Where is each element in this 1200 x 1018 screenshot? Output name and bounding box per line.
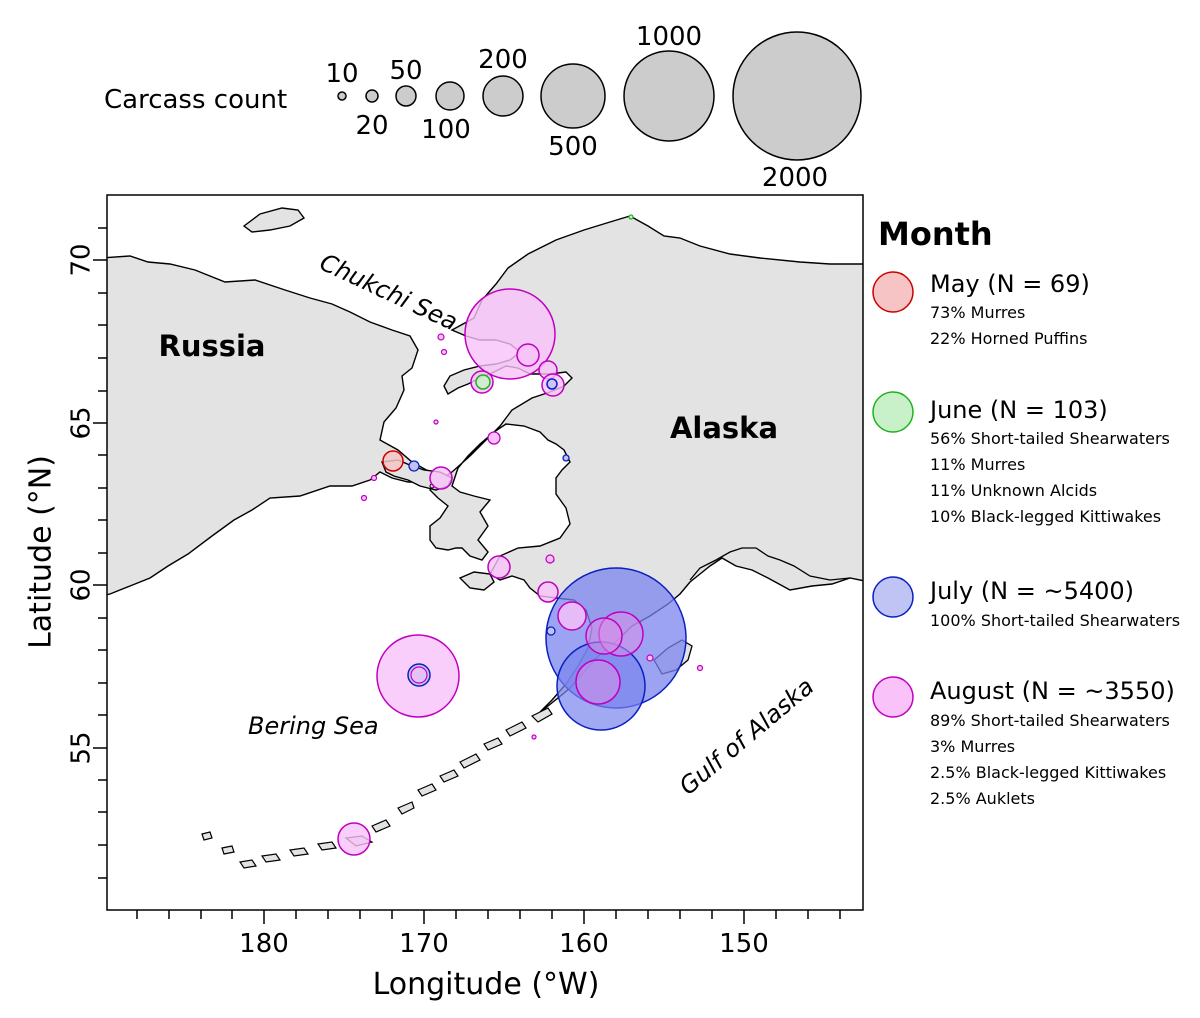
aug-marker [585, 617, 623, 655]
legend-swatch-may [872, 271, 914, 313]
label-gulf-of-alaska: Gulf of Alaska [674, 672, 819, 800]
legend-august-line: 2.5% Auklets [930, 789, 1035, 808]
southcentral-coast [689, 547, 851, 581]
y-tick-70: 70 [67, 243, 97, 276]
aug-marker [370, 474, 378, 482]
june-marker [628, 214, 634, 220]
legend-june-line: 11% Murres [930, 455, 1025, 474]
y-tick-65: 65 [67, 406, 97, 439]
size-label-200: 200 [478, 45, 528, 75]
size-circle-1000 [623, 50, 715, 142]
size-legend-title: Carcass count [104, 85, 287, 115]
legend-august-label: August (N = ~3550) [930, 677, 1175, 705]
aug-marker [433, 419, 439, 425]
legend-swatch-july [872, 576, 914, 618]
aug-marker [575, 659, 621, 705]
y-axis-title: Latitude (°N) [24, 455, 59, 649]
july-marker [546, 378, 558, 390]
aug-marker [360, 494, 368, 502]
size-legend: Carcass count 10 20 50 100 200 500 1000 … [104, 22, 862, 193]
legend-august-line: 2.5% Black-legged Kittiwakes [930, 763, 1166, 782]
aug-marker [437, 333, 445, 341]
size-label-1000: 1000 [636, 22, 702, 52]
carcass-markers [337, 214, 704, 856]
label-russia: Russia [158, 329, 265, 363]
legend-june-line: 10% Black-legged Kittiwakes [930, 507, 1161, 526]
legend-may-line: 73% Murres [930, 303, 1025, 322]
size-label-2000: 2000 [762, 163, 828, 193]
aug-marker [646, 654, 654, 662]
legend-june-line: 56% Short-tailed Shearwaters [930, 429, 1170, 448]
legend-july-label: July (N = ~5400) [928, 577, 1134, 605]
x-tick-160: 160 [559, 929, 609, 959]
y-axis [93, 227, 107, 879]
nunivak-island [458, 571, 495, 591]
x-tick-150: 150 [719, 929, 769, 959]
russia-landmass [107, 255, 431, 596]
legend-august-line: 3% Murres [930, 737, 1015, 756]
july-marker [408, 460, 420, 472]
size-legend-circles [337, 31, 862, 161]
legend-swatch-august [872, 676, 914, 718]
x-tick-180: 180 [239, 929, 289, 959]
aug-marker [545, 554, 555, 564]
label-bering-sea: Bering Sea [248, 712, 379, 740]
y-tick-55: 55 [67, 731, 97, 764]
x-tick-170: 170 [399, 929, 449, 959]
aug-marker [537, 581, 559, 603]
legend-swatch-june [872, 391, 914, 433]
size-circle-50 [395, 85, 417, 107]
aug-marker [429, 466, 453, 490]
wrangel-island [242, 207, 306, 233]
size-circle-10 [337, 91, 347, 101]
aug-marker-aleutian [337, 822, 371, 856]
size-circle-2000 [732, 31, 862, 161]
aug-marker [516, 343, 540, 367]
month-legend-title: Month [878, 215, 993, 253]
size-label-100: 100 [421, 115, 471, 145]
aug-marker [410, 666, 428, 684]
aug-marker [487, 555, 511, 579]
label-alaska: Alaska [670, 411, 778, 445]
may-marker [382, 450, 404, 472]
month-legend: Month May (N = 69) 73% Murres 22% Horned… [872, 215, 1180, 808]
legend-may-label: May (N = 69) [930, 270, 1090, 298]
legend-july-line: 100% Short-tailed Shearwaters [930, 611, 1180, 630]
y-tick-60: 60 [67, 568, 97, 601]
july-marker [562, 454, 570, 462]
june-marker [475, 374, 491, 390]
aug-marker [696, 664, 704, 672]
legend-august-line: 89% Short-tailed Shearwaters [930, 711, 1170, 730]
aug-marker [557, 601, 587, 631]
size-label-50: 50 [389, 56, 422, 86]
size-label-500: 500 [548, 132, 598, 162]
july-marker [546, 626, 556, 636]
size-label-20: 20 [355, 111, 388, 141]
aug-marker [487, 431, 501, 445]
aug-marker [531, 734, 537, 740]
size-circle-20 [365, 89, 379, 103]
legend-june-line: 11% Unknown Alcids [930, 481, 1097, 500]
size-circle-500 [540, 63, 606, 129]
x-axis [136, 910, 841, 924]
size-circle-100 [435, 81, 465, 111]
aug-marker [440, 348, 448, 356]
x-axis-title: Longitude (°W) [373, 967, 600, 1002]
legend-may-line: 22% Horned Puffins [930, 329, 1087, 348]
legend-june-label: June (N = 103) [928, 396, 1108, 424]
size-label-10: 10 [325, 59, 358, 89]
size-circle-200 [482, 75, 524, 117]
